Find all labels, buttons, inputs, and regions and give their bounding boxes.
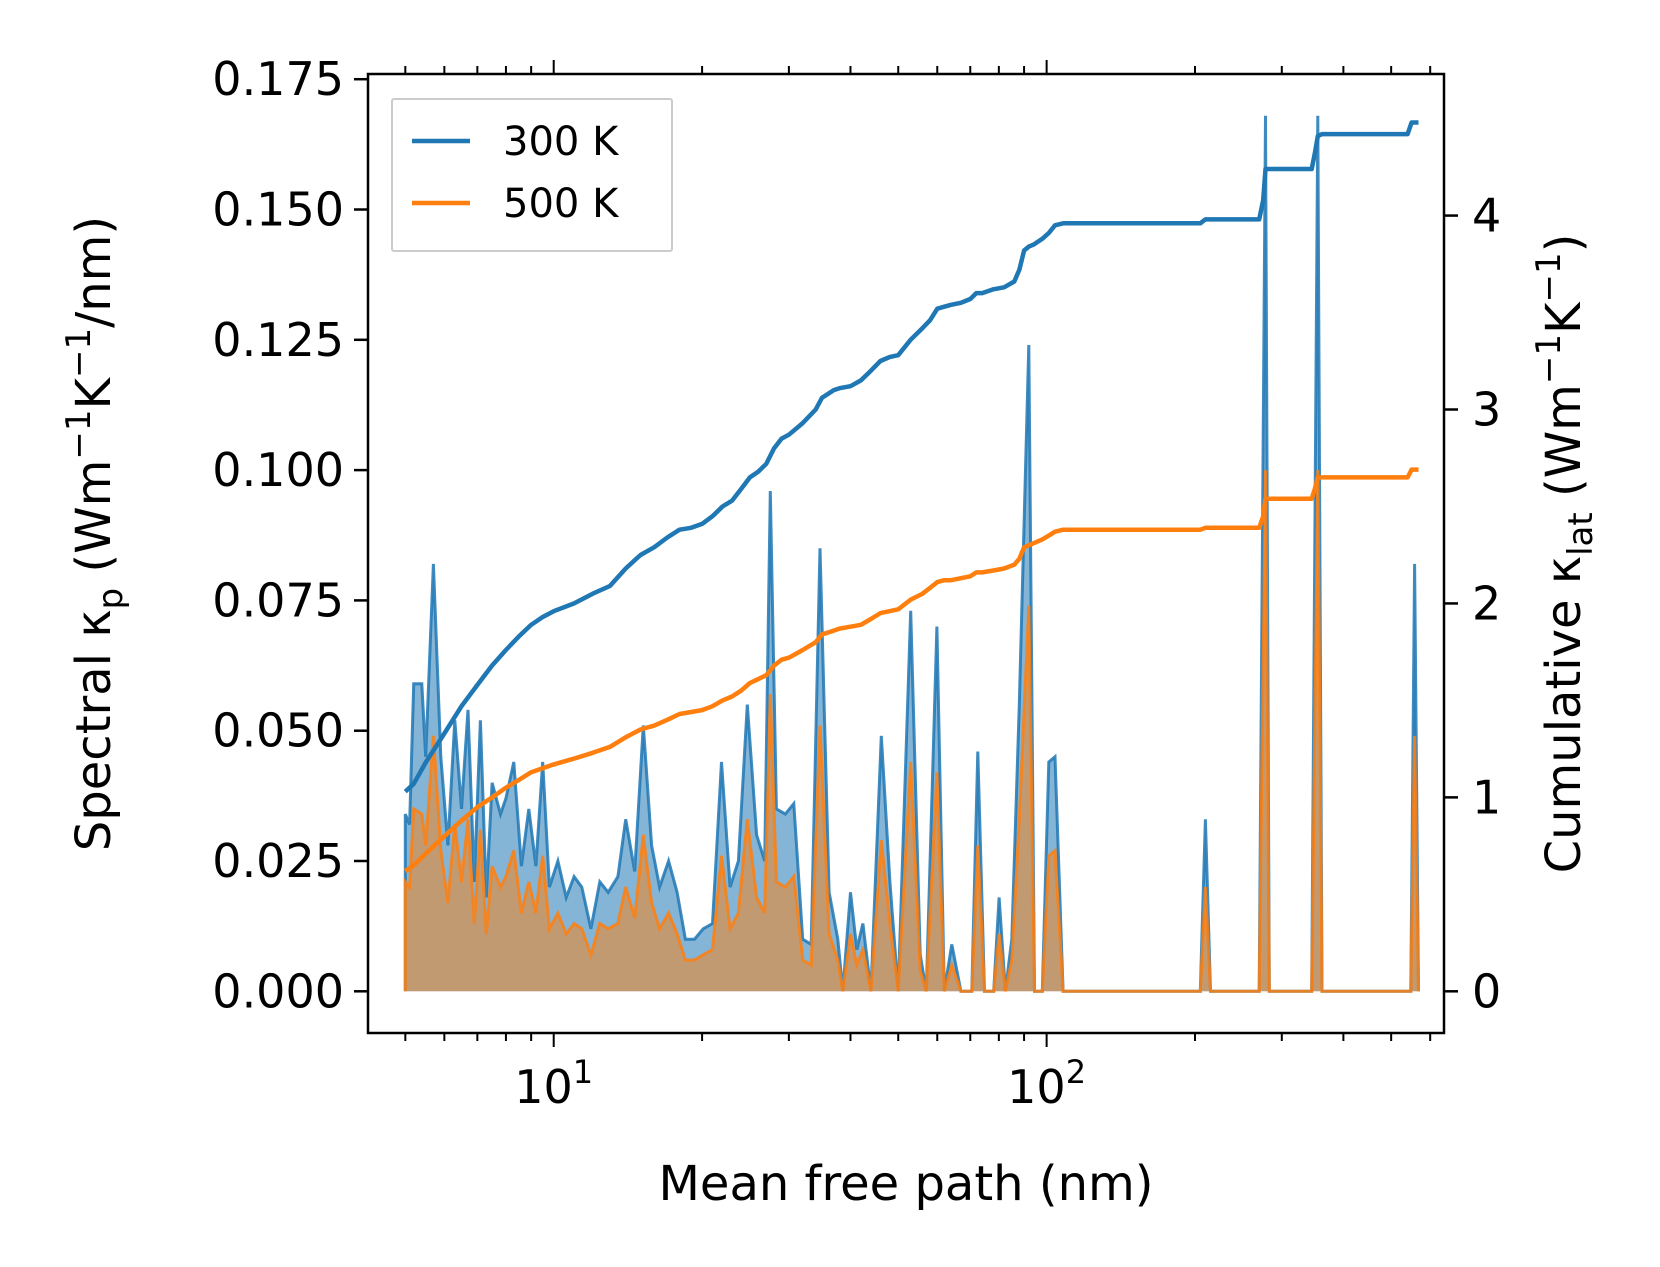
legend-label: 300 K (503, 119, 620, 165)
y-left-tick-label: 0.000 (212, 964, 344, 1018)
y-right-tick-label: 4 (1472, 189, 1501, 243)
y-left-tick-label: 0.150 (212, 183, 344, 237)
y-right-tick-label: 0 (1472, 964, 1501, 1018)
plot-frame (366, 72, 1446, 1035)
y-right-tick-label: 1 (1472, 770, 1501, 824)
y-left-tick-label: 0.050 (212, 704, 344, 758)
y-left-tick-label: 0.075 (212, 573, 344, 627)
x-tick-label: 101 (514, 1053, 593, 1114)
legend-label: 500 K (503, 181, 620, 227)
axis-ticks (354, 60, 1458, 1047)
cumulative-line-500k (404, 467, 1419, 873)
legend-box (391, 98, 673, 252)
x-tick-label: 102 (1007, 1053, 1086, 1114)
y-right-tick-label: 2 (1472, 576, 1501, 630)
axis-labels: 0.000 0.025 0.050 0.075 0.100 0.125 0.150 0.175… (59, 52, 1601, 1212)
spectral-area-500k (405, 470, 1419, 992)
y-right-tick-label: 3 (1472, 383, 1501, 437)
y-right-axis-label: Cumulative κlat (Wm−1K−1) (1529, 234, 1601, 874)
y-left-tick-label: 0.100 (212, 443, 344, 497)
legend: 300 K 500 K (391, 98, 673, 252)
y-left-tick-label: 0.025 (212, 834, 344, 888)
spectral-areas (403, 115, 1420, 993)
cumulative-lines (403, 120, 1419, 873)
y-left-axis-label: Spectral κp (Wm−1K−1/nm) (59, 216, 131, 851)
y-left-tick-label: 0.125 (212, 313, 344, 367)
cumulative-line-300k (403, 120, 1419, 794)
x-axis-label: Mean free path (nm) (659, 1156, 1154, 1212)
y-left-tick-label: 0.175 (212, 52, 344, 106)
spectral-outline-500k (403, 470, 1420, 993)
